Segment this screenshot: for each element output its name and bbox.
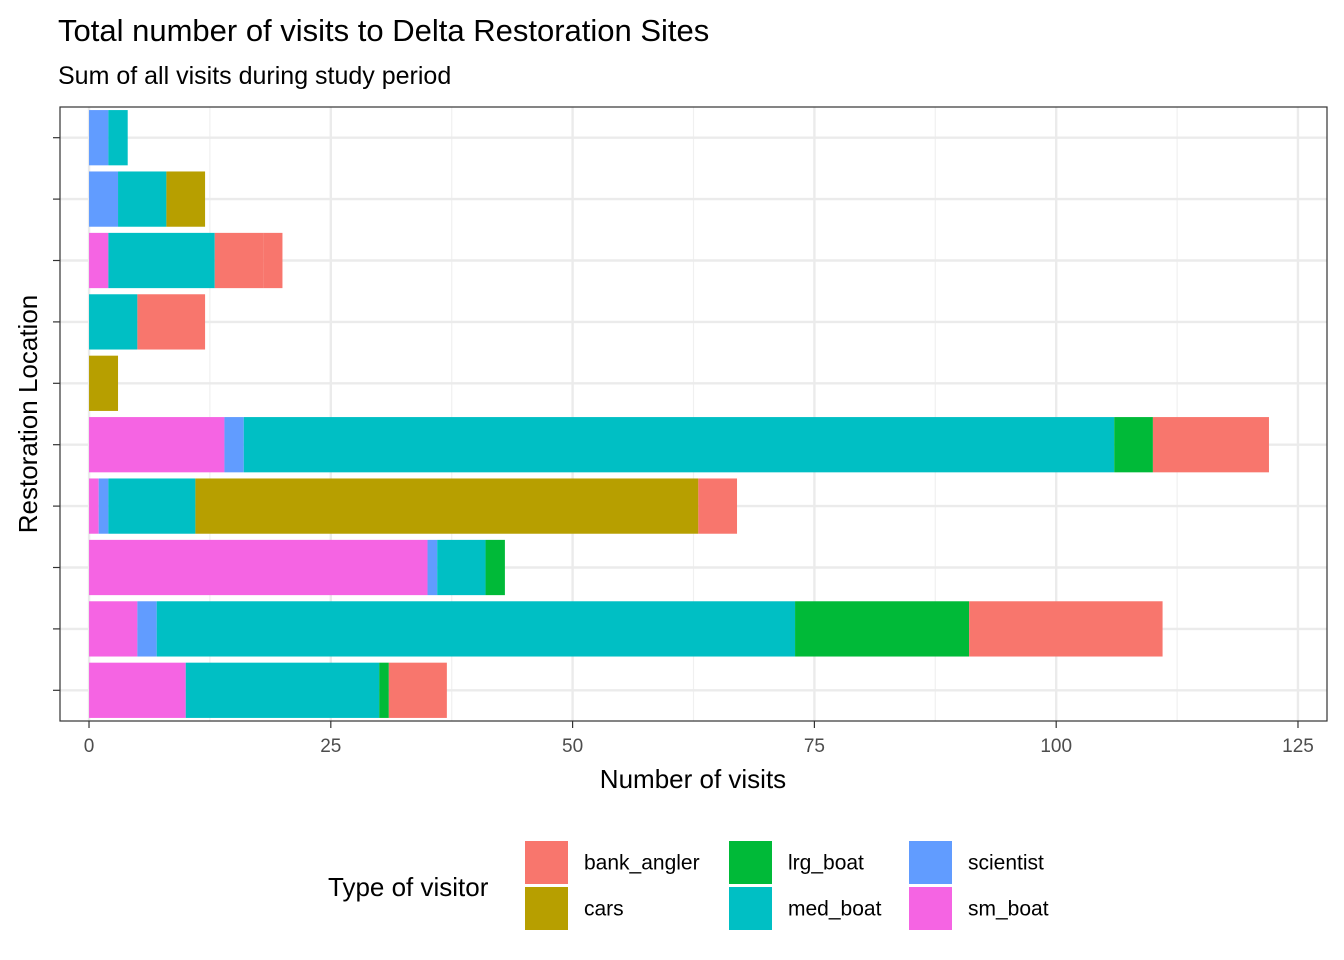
bar-segment-lrg_boat [379,662,389,718]
x-tick-label: 75 [804,736,825,757]
axes: 0 25 50 75 100 125 [53,137,1314,757]
legend-label-sm_boat: sm_boat [968,898,1049,921]
legend-label-cars: cars [584,898,624,921]
bars [89,110,1269,718]
bar-segment-sm_boat [89,662,186,718]
x-tick-label: 0 [84,736,95,757]
bar-segment-med_boat [185,662,380,718]
bar-segment-sm_boat [89,539,428,596]
bar-segment-bank_angler [388,662,447,718]
bar-segment-lrg_boat [795,601,970,657]
bar-segment-sm_boat [89,417,225,473]
bar-segment-sm_boat [89,478,99,534]
x-axis-title: Number of visits [600,764,786,794]
legend-key-bank_angler [525,841,568,884]
legend-label-scientist: scientist [968,852,1044,875]
bar-segment-bank_angler [214,232,264,289]
bar-segment-med_boat [156,601,796,657]
bar-segment-med_boat [108,110,128,166]
legend-key-scientist [909,841,952,884]
legend-key-lrg_boat [729,841,772,884]
chart-subtitle: Sum of all visits during study period [58,62,451,90]
bar-segment-sm_boat [89,232,109,289]
x-tick-label: 100 [1040,736,1072,757]
bar-segment-med_boat [243,417,1115,473]
chart-title: Total number of visits to Delta Restorat… [58,13,709,48]
legend-label-bank_angler: bank_angler [584,852,700,875]
bar-segment-cars [195,478,699,534]
bar-segment-sm_boat [89,601,138,657]
bar-segment-cars [166,171,206,227]
legend-key-cars [525,887,568,930]
bar-segment-med_boat [108,478,196,534]
bar-segment-scientist [427,539,438,596]
bar-segment-bank_angler [1152,417,1269,473]
bar-segment-scientist [89,110,109,166]
bar-segment-med_boat [437,539,486,596]
bar-segment-med_boat [89,294,138,350]
bar-segment-bank_angler [263,232,283,289]
bar-segment-med_boat [108,232,215,289]
bar-segment-med_boat [118,171,167,227]
x-tick-label: 25 [320,736,341,757]
legend-label-med_boat: med_boat [788,898,882,921]
bar-segment-scientist [137,601,157,657]
x-tick-label: 50 [562,736,583,757]
bar-segment-bank_angler [137,294,206,350]
bar-segment-lrg_boat [485,539,505,596]
y-axis-title: Restoration Location [13,295,43,533]
bar-segment-scientist [89,171,119,227]
plot-panel-border [59,106,1328,722]
bar-segment-bank_angler [698,478,738,534]
bar-segment-bank_angler [969,601,1163,657]
legend-label-lrg_boat: lrg_boat [788,852,864,875]
bar-segment-scientist [98,478,109,534]
bar-segment-cars [89,355,119,411]
x-tick-label: 125 [1282,736,1314,757]
bar-segment-scientist [224,417,244,473]
legend-key-sm_boat [909,887,952,930]
legend-key-med_boat [729,887,772,930]
legend-title: Type of visitor [328,872,489,902]
bar-segment-lrg_boat [1114,417,1153,473]
